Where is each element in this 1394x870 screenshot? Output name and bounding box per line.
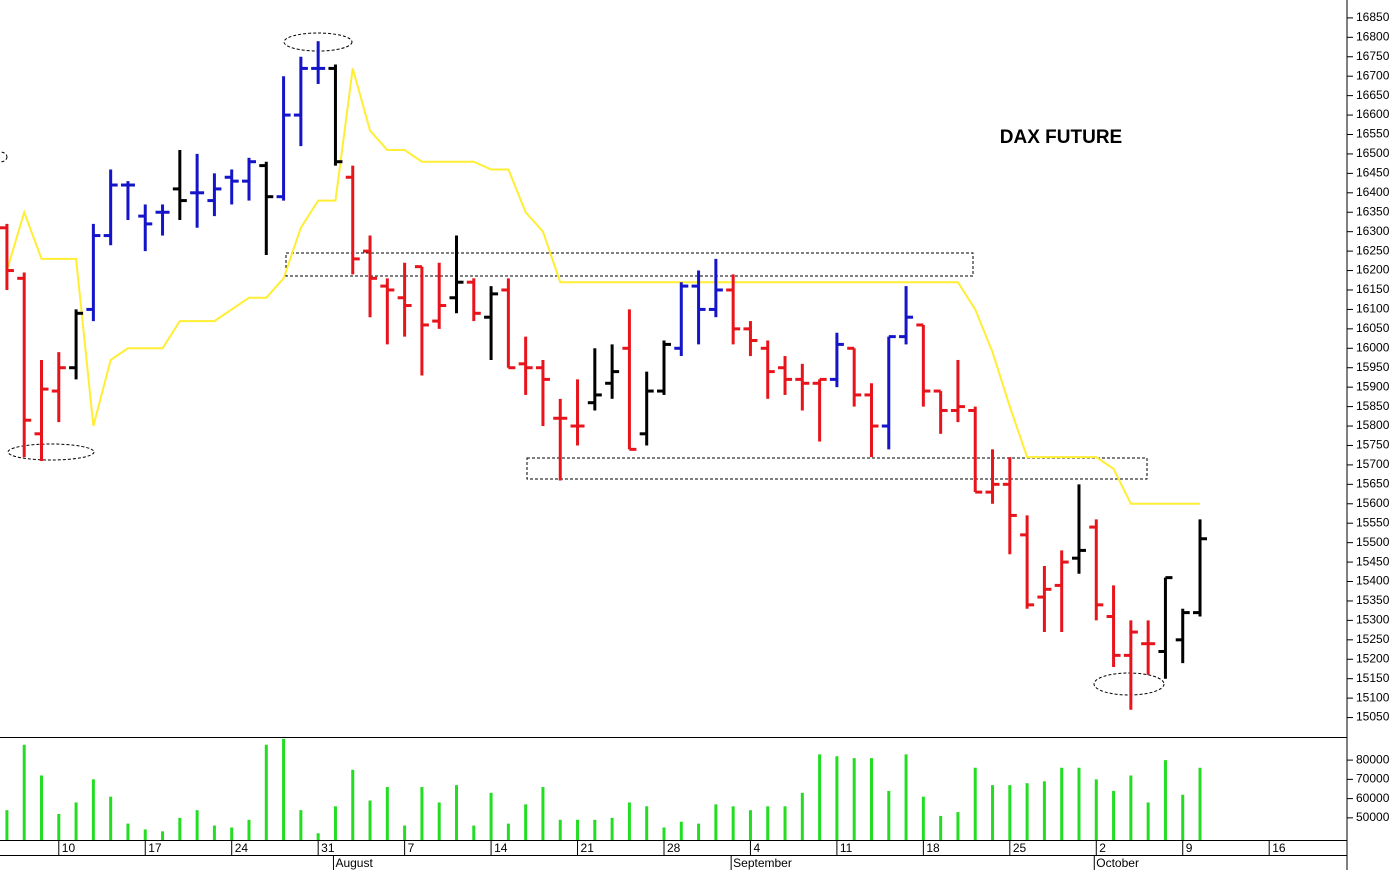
x-tick-label: 24 <box>235 841 249 855</box>
y-tick-label: 16400 <box>1356 185 1390 199</box>
x-tick-label: 4 <box>753 841 760 855</box>
y-tick-label: 15050 <box>1356 710 1390 724</box>
y-tick-label: 16250 <box>1356 243 1390 257</box>
y-tick-label: 15450 <box>1356 554 1390 568</box>
x-tick-label: 25 <box>1013 841 1027 855</box>
y-tick-label: 15400 <box>1356 574 1390 588</box>
x-tick-label: 21 <box>581 841 595 855</box>
y-tick-label: 16300 <box>1356 224 1390 238</box>
y-tick-label: 15350 <box>1356 593 1390 607</box>
overlay-line <box>5 68 1201 505</box>
x-tick-label: 16 <box>1272 841 1286 855</box>
y-tick-label: 16850 <box>1356 10 1390 24</box>
y-tick-label: 15100 <box>1356 690 1390 704</box>
y-tick-label: 80000 <box>1356 752 1390 766</box>
month-label: September <box>733 856 792 870</box>
y-tick-label: 16100 <box>1356 302 1390 316</box>
y-tick-label: 16750 <box>1356 49 1390 63</box>
y-tick-label: 15900 <box>1356 379 1390 393</box>
y-tick-label: 16500 <box>1356 146 1390 160</box>
y-tick-label: 15500 <box>1356 535 1390 549</box>
y-tick-label: 15750 <box>1356 438 1390 452</box>
month-label: October <box>1096 856 1139 870</box>
x-tick-label: 28 <box>667 841 681 855</box>
y-tick-label: 16350 <box>1356 204 1390 218</box>
y-tick-label: 16150 <box>1356 282 1390 296</box>
y-tick-label: 15200 <box>1356 651 1390 665</box>
month-label: August <box>335 856 373 870</box>
y-tick-label: 70000 <box>1356 772 1390 786</box>
y-tick-label: 15150 <box>1356 671 1390 685</box>
y-tick-label: 16650 <box>1356 88 1390 102</box>
y-tick-label: 15300 <box>1356 613 1390 627</box>
x-tick-label: 17 <box>148 841 162 855</box>
range-box <box>526 457 1148 480</box>
y-tick-label: 16000 <box>1356 340 1390 354</box>
y-tick-label: 60000 <box>1356 791 1390 805</box>
y-tick-label: 15700 <box>1356 457 1390 471</box>
y-tick-label: 16050 <box>1356 321 1390 335</box>
y-tick-label: 15250 <box>1356 632 1390 646</box>
y-tick-label: 16600 <box>1356 107 1390 121</box>
x-tick-label: 7 <box>408 841 415 855</box>
y-tick-label: 16550 <box>1356 127 1390 141</box>
y-tick-label: 15650 <box>1356 477 1390 491</box>
y-tick-label: 15850 <box>1356 399 1390 413</box>
x-tick-label: 14 <box>494 841 508 855</box>
x-tick-label: 9 <box>1186 841 1193 855</box>
y-tick-label: 15550 <box>1356 515 1390 529</box>
x-tick-label: 31 <box>321 841 335 855</box>
x-tick-label: 10 <box>62 841 76 855</box>
x-tick-label: 11 <box>840 841 853 855</box>
x-tick-label: 2 <box>1099 841 1106 855</box>
y-tick-label: 16800 <box>1356 29 1390 43</box>
chart-title: DAX FUTURE <box>1000 127 1122 148</box>
y-tick-label: 15950 <box>1356 360 1390 374</box>
y-tick-label: 15600 <box>1356 496 1390 510</box>
y-tick-label: 50000 <box>1356 810 1390 824</box>
x-tick-label: 18 <box>926 841 940 855</box>
ellipse-marker <box>1093 672 1165 696</box>
y-tick-label: 15800 <box>1356 418 1390 432</box>
ellipse-marker <box>0 151 8 163</box>
y-tick-label: 16700 <box>1356 68 1390 82</box>
ellipse-marker <box>7 443 95 461</box>
y-tick-label: 16450 <box>1356 166 1390 180</box>
y-tick-label: 16200 <box>1356 263 1390 277</box>
